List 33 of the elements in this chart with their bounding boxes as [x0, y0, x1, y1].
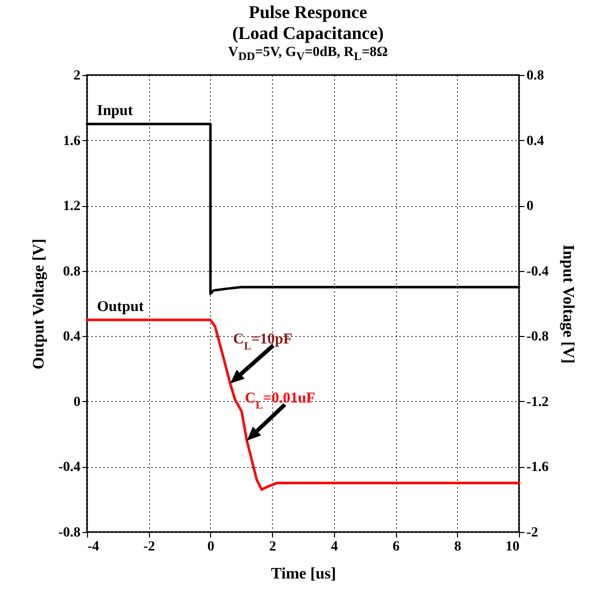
- y-axis-title: Output Voltage [V]: [30, 238, 48, 370]
- y2-tick-label: 0.8: [526, 68, 544, 84]
- y-tick-label: 1.2: [63, 199, 80, 214]
- y-tick-label: 2: [74, 68, 80, 84]
- y-tick-label: -0.4: [58, 460, 80, 476]
- y2-tick-label: -2: [526, 526, 538, 540]
- y2-tick-label: 0: [526, 199, 534, 214]
- y2-tick-label: -0.4: [526, 264, 549, 280]
- y2-tick-label: -0.8: [526, 330, 549, 345]
- x-tick-label: 4: [330, 540, 338, 554]
- y2-tick-label: -1.2: [526, 394, 549, 410]
- annotation: C$_{L}$=10pF: [233, 331, 292, 352]
- y-tick-label: 0: [74, 394, 80, 410]
- x-tick-label: 10: [506, 540, 520, 554]
- y-tick-label: 1.6: [63, 134, 80, 149]
- chart-title: Pulse Responce (Load Capacitance): [231, 2, 385, 44]
- y2-axis-title: Input Voltage [V]: [560, 244, 577, 364]
- series-label: Input: [97, 102, 133, 119]
- x-axis-title: Time [us]: [270, 566, 336, 582]
- annotation: C$_{L}$=0.01uF: [244, 390, 316, 412]
- chart-subtitle: V$_{DD}$=5V, G$_{V}$=0dB, R$_{L}$=8Ω: [227, 44, 389, 65]
- y2-tick-label: -1.6: [526, 460, 549, 476]
- y-tick-label: 0.8: [63, 264, 80, 280]
- x-tick-label: 2: [269, 540, 276, 554]
- x-tick-label: 0: [207, 540, 214, 554]
- y-tick-label: -0.8: [58, 526, 80, 540]
- y-tick-label: 0.4: [63, 330, 80, 345]
- x-tick-label: 8: [454, 540, 462, 554]
- x-tick-label: 6: [392, 540, 400, 554]
- y2-tick-label: 0.4: [526, 134, 544, 149]
- x-tick-label: -2: [143, 540, 156, 554]
- series-label: Output: [97, 298, 144, 315]
- x-tick-label: -4: [88, 540, 100, 554]
